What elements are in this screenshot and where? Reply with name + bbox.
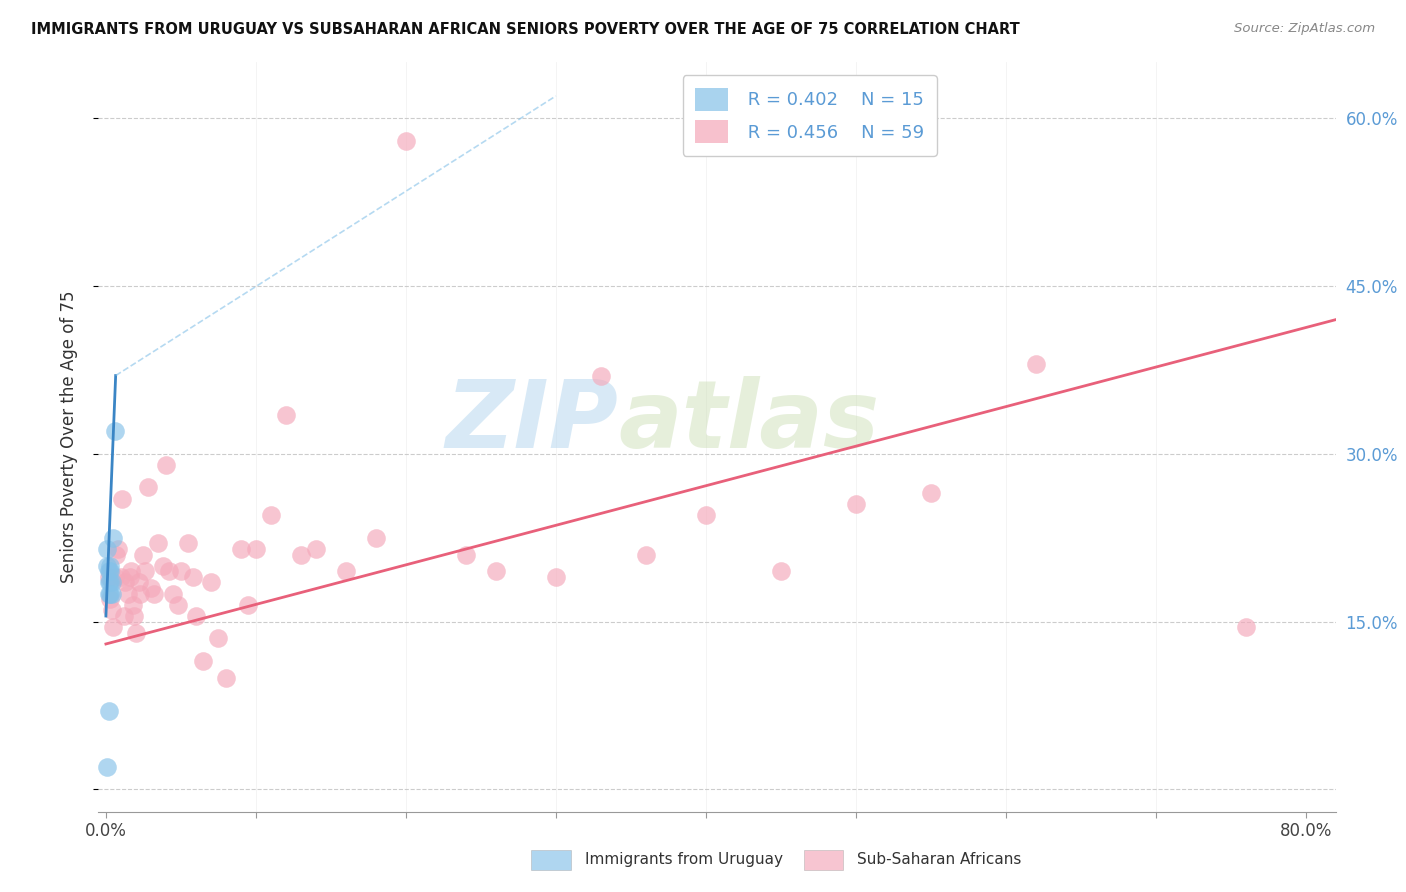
Point [544,570,567,584]
Point [114,575,136,590]
Point [155,458,177,472]
Point [100,592,122,607]
Point [103,531,125,545]
Point [193,654,215,668]
Point [920,486,942,500]
Point [107,541,129,556]
Point [111,491,134,506]
Text: Immigrants from Uruguay: Immigrants from Uruguay [585,853,783,867]
Text: Source: ZipAtlas.com: Source: ZipAtlas.com [1234,22,1375,36]
Point [335,564,357,578]
Point [395,134,418,148]
Point [274,408,297,422]
Text: atlas: atlas [619,376,879,468]
Point [177,536,200,550]
Point [100,575,122,590]
Point [215,671,238,685]
Point [229,541,252,556]
Point [122,598,145,612]
Point [260,508,283,523]
Point [695,508,717,523]
Text: Sub-Saharan Africans: Sub-Saharan Africans [858,853,1022,867]
Point [485,564,508,578]
Point [120,564,142,578]
Point [96,558,118,573]
Point [100,587,122,601]
Point [125,625,148,640]
Point [124,609,146,624]
Point [105,548,128,562]
Point [103,620,125,634]
Point [1025,358,1047,372]
Point [97,704,120,718]
Point [136,480,159,494]
Point [167,598,190,612]
Point [110,570,132,584]
Point [157,564,180,578]
Point [148,536,170,550]
Point [207,632,229,646]
Point [245,541,267,556]
Point [117,587,139,601]
Point [96,760,118,774]
Point [845,497,868,511]
Point [238,598,260,612]
Point [100,558,122,573]
Point [134,564,156,578]
Point [634,548,657,562]
Y-axis label: Seniors Poverty Over the Age of 75: Seniors Poverty Over the Age of 75 [59,291,77,583]
Point [97,564,120,578]
Legend:  R = 0.402    N = 15,  R = 0.456    N = 59: R = 0.402 N = 15, R = 0.456 N = 59 [682,75,936,156]
Point [97,587,120,601]
Point [142,587,165,601]
Point [118,570,141,584]
Point [104,425,127,439]
Point [769,564,792,578]
Text: IMMIGRANTS FROM URUGUAY VS SUBSAHARAN AFRICAN SENIORS POVERTY OVER THE AGE OF 75: IMMIGRANTS FROM URUGUAY VS SUBSAHARAN AF… [31,22,1019,37]
Point [97,570,120,584]
Point [162,587,184,601]
Point [128,575,150,590]
Point [139,581,162,595]
Point [200,575,222,590]
Point [305,541,328,556]
Point [290,548,312,562]
Point [112,609,135,624]
Text: ZIP: ZIP [446,376,619,468]
Point [101,575,124,590]
Point [129,587,152,601]
Point [170,564,193,578]
Point [181,570,204,584]
Point [454,548,477,562]
Point [364,531,387,545]
Point [184,609,207,624]
Point [152,558,174,573]
Point [101,603,124,617]
Point [97,575,120,590]
Point [100,564,122,578]
Point [1234,620,1257,634]
Point [96,541,118,556]
Point [101,587,124,601]
Point [589,368,612,383]
Point [132,548,155,562]
Point [104,570,127,584]
